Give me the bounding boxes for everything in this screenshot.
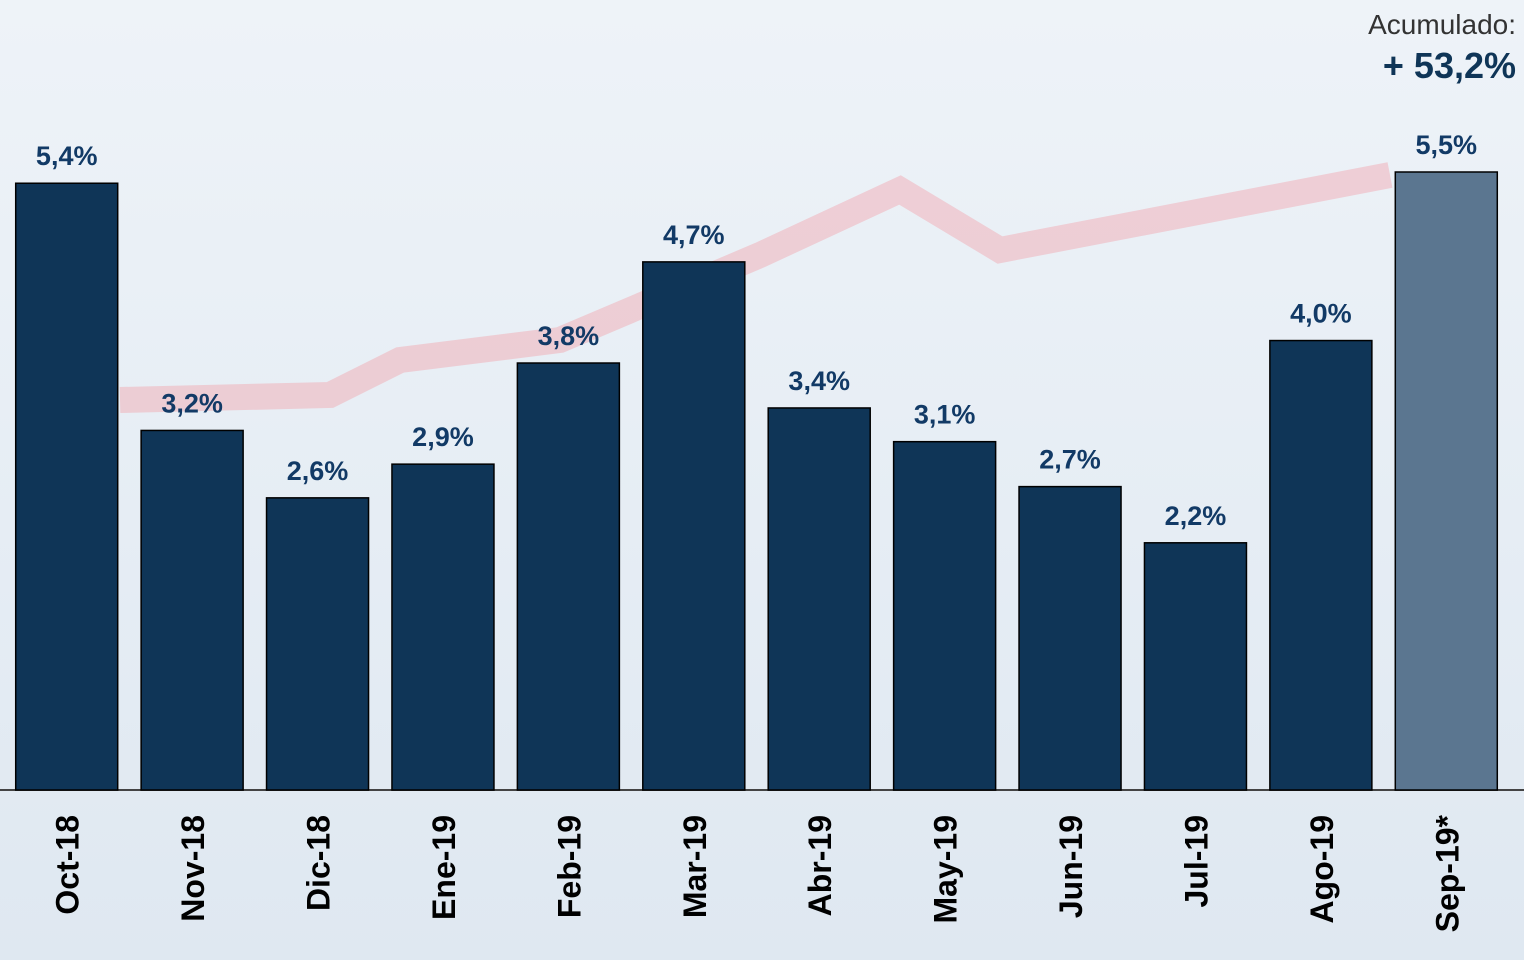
x-tick-label: Oct-18 [50, 815, 86, 915]
x-tick-label: Sep-19* [1429, 814, 1465, 932]
value-label: 3,8% [538, 321, 600, 351]
bar [392, 464, 494, 790]
value-label: 4,0% [1290, 299, 1352, 329]
x-tick-label: Mar-19 [677, 815, 713, 918]
value-label: 2,9% [412, 422, 474, 452]
bar [1270, 341, 1372, 790]
value-label: 5,5% [1416, 130, 1478, 160]
x-tick-label: Nov-18 [175, 815, 211, 922]
x-tick-label: Ene-19 [426, 815, 462, 920]
bar [1395, 172, 1497, 790]
bar [768, 408, 870, 790]
x-tick-label: Abr-19 [802, 815, 838, 916]
value-label: 5,4% [36, 141, 98, 171]
bar [141, 430, 243, 790]
value-label: 3,1% [914, 400, 976, 430]
x-tick-label: Ago-19 [1304, 815, 1340, 923]
annotation-total: + 53,2% [1383, 45, 1516, 86]
x-tick-label: Jun-19 [1053, 815, 1089, 918]
x-tick-label: Jul-19 [1178, 815, 1214, 907]
bar [643, 262, 745, 790]
bar [894, 442, 996, 790]
value-label: 4,7% [663, 220, 725, 250]
x-tick-label: Dic-18 [301, 815, 337, 911]
bar [267, 498, 369, 790]
annotation: Acumulado: [1368, 9, 1516, 40]
value-label: 3,4% [788, 366, 850, 396]
bar [517, 363, 619, 790]
value-label: 2,6% [287, 456, 349, 486]
chart: Acumulado: + 53,2% 5,4% Oct-18 3,2% Nov-18 2… [0, 0, 1524, 960]
x-tick-label: Feb-19 [551, 815, 587, 918]
bar [1019, 487, 1121, 790]
value-label: 3,2% [161, 388, 223, 418]
bar [1144, 543, 1246, 790]
value-label: 2,7% [1039, 445, 1101, 475]
x-tick-label: May-19 [928, 815, 964, 924]
value-label: 2,2% [1165, 501, 1227, 531]
bar [16, 183, 118, 790]
